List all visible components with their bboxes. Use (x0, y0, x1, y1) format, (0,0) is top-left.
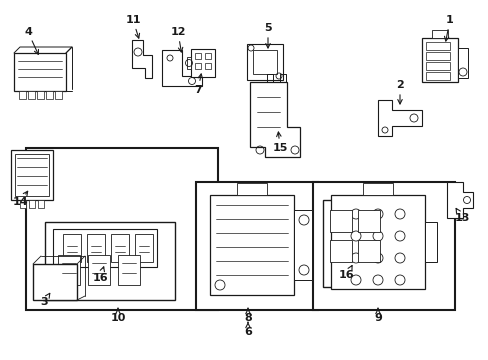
Bar (191, 49, 215, 77)
Polygon shape (162, 50, 202, 86)
Bar (33, 264, 77, 300)
Bar (357, 240, 379, 262)
Text: 7: 7 (194, 85, 202, 95)
Bar (425, 42, 449, 50)
Bar (329, 210, 351, 232)
Bar (357, 210, 379, 232)
Text: 14: 14 (12, 197, 28, 207)
Bar (19, 91, 26, 99)
Bar (26, 148, 218, 310)
Text: 11: 11 (125, 15, 141, 25)
Bar (293, 210, 311, 280)
Bar (209, 195, 293, 295)
Bar (28, 91, 35, 99)
Bar (46, 91, 53, 99)
Bar (431, 30, 447, 38)
Bar (53, 229, 157, 267)
Text: 9: 9 (373, 313, 381, 323)
Bar (362, 183, 392, 195)
Bar (118, 255, 140, 285)
Bar (421, 38, 457, 82)
Bar (425, 72, 449, 80)
Bar (186, 57, 191, 69)
Text: 6: 6 (244, 327, 251, 337)
Bar (424, 222, 436, 262)
Bar (252, 50, 276, 74)
Text: 8: 8 (244, 313, 251, 323)
Circle shape (134, 48, 142, 56)
Text: 15: 15 (272, 143, 287, 153)
Bar (38, 200, 44, 208)
Bar (457, 48, 467, 78)
Bar (204, 63, 210, 69)
Bar (45, 222, 175, 300)
Text: 2: 2 (395, 80, 403, 90)
Bar (20, 200, 26, 208)
Bar (323, 200, 406, 287)
Bar (37, 91, 44, 99)
Bar (135, 234, 153, 262)
Bar (87, 234, 105, 262)
Text: 4: 4 (24, 27, 32, 37)
Polygon shape (446, 182, 472, 218)
Bar (15, 154, 49, 196)
Text: 1: 1 (445, 15, 453, 25)
Text: 12: 12 (170, 27, 185, 37)
Bar (196, 182, 317, 310)
Bar (204, 53, 210, 59)
Bar (425, 52, 449, 60)
Bar (63, 234, 81, 262)
Text: 16: 16 (339, 270, 354, 280)
Text: 5: 5 (264, 23, 271, 33)
Bar (330, 195, 424, 289)
Bar (55, 91, 62, 99)
Polygon shape (249, 82, 299, 157)
Bar (29, 200, 35, 208)
Text: 16: 16 (92, 273, 107, 283)
Bar (237, 183, 266, 195)
Bar (14, 53, 66, 91)
Bar (246, 44, 283, 80)
Bar (11, 150, 53, 200)
Text: 3: 3 (40, 297, 48, 307)
Polygon shape (377, 100, 421, 136)
Bar (312, 182, 454, 310)
Bar (195, 53, 201, 59)
Bar (329, 240, 351, 262)
Text: 13: 13 (453, 213, 469, 223)
Bar (111, 234, 129, 262)
Bar (425, 62, 449, 70)
Text: 10: 10 (110, 313, 125, 323)
Bar (195, 63, 201, 69)
Bar (88, 255, 110, 285)
Polygon shape (132, 40, 152, 78)
Bar (58, 255, 80, 285)
